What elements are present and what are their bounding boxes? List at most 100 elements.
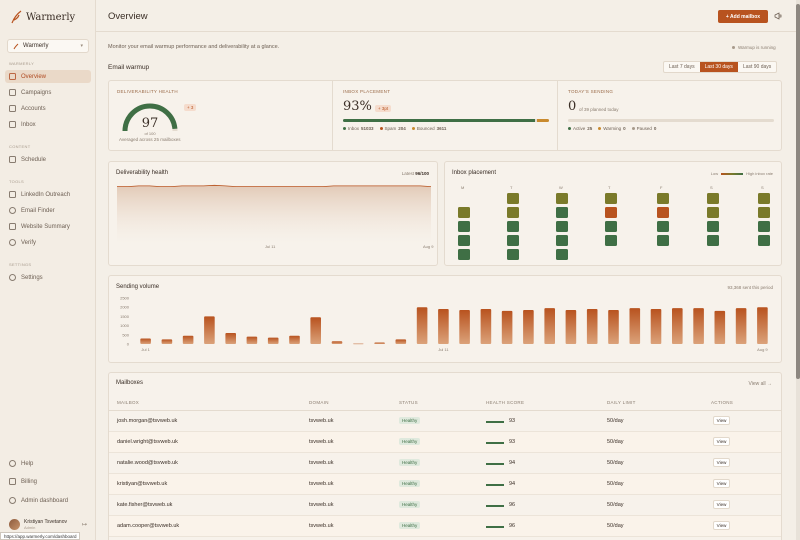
column-header-domain[interactable]: Domain <box>309 400 329 405</box>
sidebar-item-website-summary[interactable]: Website Summary <box>5 220 91 233</box>
view-button[interactable]: View <box>713 437 730 446</box>
table-row[interactable]: kate.fisher@tsvweb.uk tsvweb.uk Healthy 96 5… <box>109 495 781 516</box>
volume-bar[interactable] <box>204 316 215 344</box>
volume-bar[interactable] <box>586 309 598 344</box>
heatmap-cell[interactable] <box>605 221 617 232</box>
sidebar-item-billing[interactable]: Billing <box>5 475 91 488</box>
sidebar-item-overview[interactable]: Overview <box>5 70 91 83</box>
heatmap-cell[interactable] <box>657 235 669 246</box>
table-row[interactable]: natalie.wood@tsvweb.uk tsvweb.uk Healthy 94… <box>109 453 781 474</box>
scrollbar-thumb[interactable] <box>796 4 800 379</box>
volume-bar[interactable] <box>416 307 428 344</box>
heatmap-cell[interactable] <box>707 235 719 246</box>
view-button[interactable]: View <box>713 458 730 467</box>
range-30-days[interactable]: Last 30 days <box>699 62 738 72</box>
sidebar-item-email-finder[interactable]: Email Finder <box>5 204 91 217</box>
heatmap-cell[interactable] <box>458 221 470 232</box>
heatmap-cell[interactable] <box>758 235 770 246</box>
sidebar-item-admin-dashboard[interactable]: Admin dashboard <box>5 494 91 507</box>
sidebar-item-campaigns[interactable]: Campaigns <box>5 86 91 99</box>
volume-bar[interactable] <box>629 308 641 344</box>
volume-bar[interactable] <box>161 339 173 344</box>
sidebar-item-verify[interactable]: Verify <box>5 236 91 249</box>
range-90-days[interactable]: Last 90 days <box>742 64 772 70</box>
view-all-link[interactable]: View all → <box>748 381 772 387</box>
sidebar-item-inbox[interactable]: Inbox <box>5 118 91 131</box>
logo[interactable]: Warmerly <box>10 10 75 24</box>
volume-bar[interactable] <box>757 307 768 344</box>
sidebar-item-accounts[interactable]: Accounts <box>5 102 91 115</box>
view-button[interactable]: View <box>713 500 730 509</box>
sidebar-item-help[interactable]: Help <box>5 457 91 470</box>
view-button[interactable]: View <box>713 416 730 425</box>
heatmap-cell[interactable] <box>707 193 719 204</box>
heatmap-cell[interactable] <box>758 221 770 232</box>
view-button[interactable]: View <box>713 521 730 530</box>
volume-bar[interactable] <box>565 310 577 344</box>
volume-bar[interactable] <box>544 308 555 344</box>
sidebar-item-schedule[interactable]: Schedule <box>5 153 91 166</box>
sidebar-item-settings[interactable]: Settings <box>5 271 91 284</box>
column-header-health-score[interactable]: Health score <box>486 400 525 405</box>
table-row[interactable]: kristiyan@tsvweb.uk tsvweb.uk Healthy 94 50/… <box>109 474 781 495</box>
volume-bar[interactable] <box>374 342 385 345</box>
announcement-icon[interactable] <box>774 12 782 20</box>
volume-bar[interactable] <box>310 317 321 344</box>
volume-bar[interactable] <box>395 339 407 344</box>
table-row[interactable]: daniel.wright@tsvweb.uk tsvweb.uk Healthy 9… <box>109 432 781 453</box>
heatmap-cell[interactable] <box>556 249 568 260</box>
heatmap-cell[interactable] <box>458 249 470 260</box>
heatmap-cell[interactable] <box>657 221 669 232</box>
heatmap-cell[interactable] <box>556 235 568 246</box>
logout-icon[interactable]: ↦ <box>81 521 87 528</box>
volume-bar[interactable] <box>459 310 470 344</box>
volume-bar[interactable] <box>353 343 364 345</box>
volume-bar[interactable] <box>735 308 747 344</box>
volume-bar[interactable] <box>608 310 619 344</box>
view-button[interactable]: View <box>713 479 730 488</box>
volume-bar[interactable] <box>225 333 236 344</box>
volume-bar[interactable] <box>523 310 534 344</box>
heatmap-cell[interactable] <box>556 207 568 218</box>
volume-bar[interactable] <box>267 337 279 344</box>
volume-bar[interactable] <box>289 335 300 344</box>
volume-bar[interactable] <box>480 309 492 344</box>
volume-bar[interactable] <box>246 336 258 344</box>
volume-bar[interactable] <box>714 310 726 344</box>
heatmap-cell[interactable] <box>657 207 669 218</box>
heatmap-cell[interactable] <box>707 207 719 218</box>
add-mailbox-button[interactable]: + Add mailbox <box>718 10 768 23</box>
column-header-mailbox[interactable]: Mailbox <box>117 400 140 405</box>
heatmap-cell[interactable] <box>507 221 519 232</box>
heatmap-cell[interactable] <box>707 221 719 232</box>
workspace-select[interactable]: Warmerly ▾ <box>7 39 89 53</box>
heatmap-cell[interactable] <box>605 207 617 218</box>
heatmap-cell[interactable] <box>458 207 470 218</box>
volume-bar[interactable] <box>182 335 194 344</box>
heatmap-cell[interactable] <box>556 221 568 232</box>
volume-bar[interactable] <box>650 309 662 344</box>
heatmap-cell[interactable] <box>657 193 669 204</box>
volume-bar[interactable] <box>140 338 151 345</box>
heatmap-cell[interactable] <box>458 235 470 246</box>
user-menu[interactable]: Kristiyan Tsvetanov Admin ↦ <box>5 514 91 534</box>
heatmap-cell[interactable] <box>507 249 519 260</box>
volume-bar[interactable] <box>331 341 343 344</box>
volume-bar[interactable] <box>693 308 704 344</box>
heatmap-cell[interactable] <box>507 207 519 218</box>
heatmap-cell[interactable] <box>758 193 770 204</box>
range-7-days[interactable]: Last 7 days <box>669 64 695 70</box>
volume-bar[interactable] <box>672 308 683 344</box>
table-row[interactable]: josh.morgan@tsvweb.uk tsvweb.uk Healthy 93 5… <box>109 411 781 432</box>
heatmap-cell[interactable] <box>556 193 568 204</box>
column-header-status[interactable]: Status <box>399 400 418 405</box>
sidebar-item-linkedin-outreach[interactable]: LinkedIn Outreach <box>5 188 91 201</box>
table-row[interactable]: adam.cooper@tsvweb.uk tsvweb.uk Healthy 96 5… <box>109 516 781 537</box>
volume-bar[interactable] <box>438 309 449 344</box>
heatmap-cell[interactable] <box>605 193 617 204</box>
heatmap-cell[interactable] <box>507 235 519 246</box>
heatmap-cell[interactable] <box>605 235 617 246</box>
heatmap-cell[interactable] <box>758 207 770 218</box>
column-header-daily-limit[interactable]: Daily limit <box>607 400 636 405</box>
volume-bar[interactable] <box>501 310 513 344</box>
